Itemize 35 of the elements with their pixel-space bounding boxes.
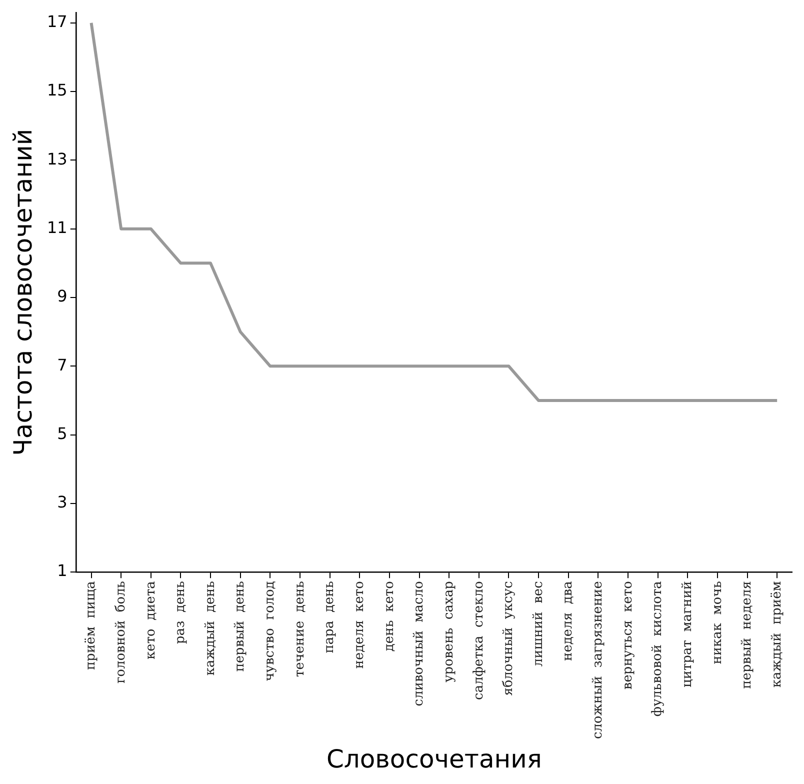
x-tick-label: день кето [382, 580, 397, 652]
x-tick-label: лишний вес [530, 581, 546, 667]
x-tick-label: сложный загрязнение [590, 580, 606, 740]
y-tick-label: 9 [57, 286, 68, 306]
x-tick-label: салфетка стекло [471, 580, 486, 700]
y-tick-label: 13 [47, 149, 68, 168]
x-axis-title: Словосочетания [326, 744, 542, 774]
x-tick-label: раз день [173, 581, 188, 644]
y-tick-label: 11 [47, 218, 68, 237]
x-tick-label: сливочный масло [412, 580, 427, 706]
x-tick-label: кето диета [143, 580, 158, 660]
y-tick-label: 15 [47, 80, 68, 100]
x-tick-label: течение день [292, 581, 308, 677]
x-tick-label: уровень сахар [441, 581, 456, 682]
x-tick-label: цитрат магний [680, 581, 696, 688]
x-tick-label: никак мочь [710, 581, 725, 664]
x-tick-label: каждый приём [769, 581, 784, 688]
y-tick-label: 5 [57, 424, 68, 443]
x-tick-label: неделя кето [352, 580, 368, 669]
y-tick-label: 3 [57, 492, 68, 512]
x-tick-label: фульвовой кислота [650, 580, 666, 717]
x-tick-label: пара день [322, 581, 338, 654]
x-tick-label: головной боль [113, 581, 128, 684]
x-tick-label: неделя два [560, 580, 576, 661]
x-tick-label: первый неделя [740, 581, 755, 689]
x-tick-label: вернуться кето [620, 580, 636, 690]
x-tick-label: яблочный уксус [501, 581, 516, 696]
y-tick-label: 1 [57, 561, 68, 580]
y-tick-label: 17 [47, 12, 68, 32]
y-tick-label: 7 [57, 355, 68, 374]
x-tick-label: приём пища [84, 580, 99, 670]
x-tick-label: каждый день [202, 581, 218, 676]
x-tick-label: чувство голод [262, 581, 278, 682]
y-axis-title: Частота словосочетаний [8, 128, 38, 456]
x-tick-label: первый день [232, 581, 248, 672]
